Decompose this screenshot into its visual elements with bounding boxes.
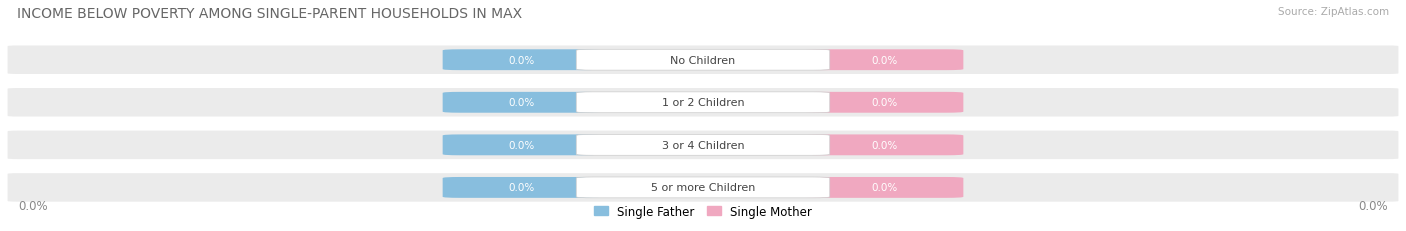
Text: 1 or 2 Children: 1 or 2 Children xyxy=(662,98,744,108)
FancyBboxPatch shape xyxy=(806,177,963,198)
FancyBboxPatch shape xyxy=(7,173,1399,202)
FancyBboxPatch shape xyxy=(443,50,600,71)
FancyBboxPatch shape xyxy=(576,135,830,156)
FancyBboxPatch shape xyxy=(806,135,963,156)
FancyBboxPatch shape xyxy=(7,89,1399,117)
Text: 3 or 4 Children: 3 or 4 Children xyxy=(662,140,744,150)
Text: 0.0%: 0.0% xyxy=(872,183,897,193)
FancyBboxPatch shape xyxy=(806,92,963,113)
FancyBboxPatch shape xyxy=(576,50,830,71)
FancyBboxPatch shape xyxy=(443,135,600,156)
FancyBboxPatch shape xyxy=(443,177,600,198)
Text: No Children: No Children xyxy=(671,55,735,65)
Text: 0.0%: 0.0% xyxy=(872,140,897,150)
Text: 0.0%: 0.0% xyxy=(872,55,897,65)
Text: Source: ZipAtlas.com: Source: ZipAtlas.com xyxy=(1278,7,1389,17)
Legend: Single Father, Single Mother: Single Father, Single Mother xyxy=(589,200,817,222)
Text: 0.0%: 0.0% xyxy=(1358,199,1388,212)
FancyBboxPatch shape xyxy=(576,92,830,113)
FancyBboxPatch shape xyxy=(443,92,600,113)
FancyBboxPatch shape xyxy=(7,46,1399,75)
FancyBboxPatch shape xyxy=(806,50,963,71)
Text: INCOME BELOW POVERTY AMONG SINGLE-PARENT HOUSEHOLDS IN MAX: INCOME BELOW POVERTY AMONG SINGLE-PARENT… xyxy=(17,7,522,21)
Text: 0.0%: 0.0% xyxy=(872,98,897,108)
Text: 0.0%: 0.0% xyxy=(509,183,534,193)
Text: 0.0%: 0.0% xyxy=(18,199,48,212)
FancyBboxPatch shape xyxy=(7,131,1399,159)
Text: 0.0%: 0.0% xyxy=(509,98,534,108)
Text: 0.0%: 0.0% xyxy=(509,55,534,65)
Text: 0.0%: 0.0% xyxy=(509,140,534,150)
Text: 5 or more Children: 5 or more Children xyxy=(651,183,755,193)
FancyBboxPatch shape xyxy=(576,177,830,198)
